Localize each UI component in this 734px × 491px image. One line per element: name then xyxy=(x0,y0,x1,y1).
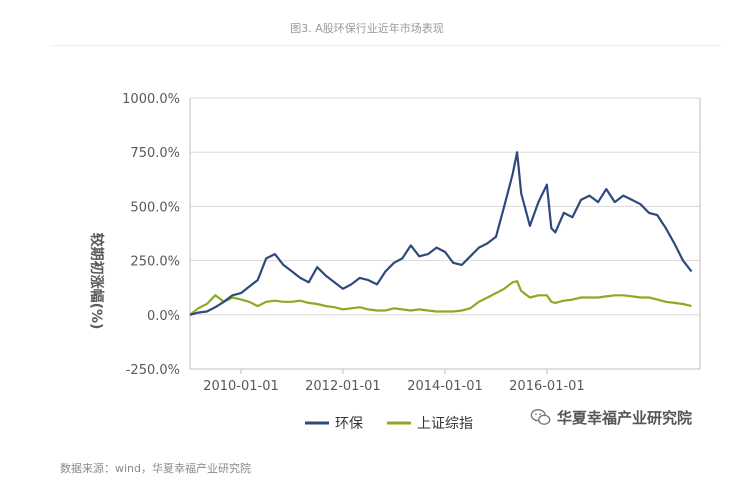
y-tick-label: 500.0% xyxy=(130,200,180,215)
watermark-text: 华夏幸福产业研究院 xyxy=(557,408,693,427)
series-line-1 xyxy=(189,280,692,316)
y-tick-label: 0.0% xyxy=(147,309,180,324)
plot-layer: 1000.0% 750.0% 500.0% 250.0% 0.0% -250.0% 2010… xyxy=(122,92,701,394)
watermark: 华夏幸福产业研究院 xyxy=(530,404,692,430)
chart-panel: 较期初涨幅(%) 1000.0% 750.0% 500.0% 250.0% 0.0% -2… xyxy=(50,45,722,446)
x-tick-label: 2012-01-01 xyxy=(305,379,381,394)
series-line-0 xyxy=(189,151,693,316)
chart-svg: 较期初涨幅(%) 1000.0% 750.0% 500.0% 250.0% 0.0% -2… xyxy=(88,92,701,432)
y-tick-label: 1000.0% xyxy=(122,92,180,107)
y-tick-label: 750.0% xyxy=(130,146,180,161)
legend: 环保 上证综指 xyxy=(305,416,473,432)
x-tick-label: 2014-01-01 xyxy=(407,379,483,394)
wechat-icon xyxy=(530,408,551,425)
y-tick-label: -250.0% xyxy=(126,363,180,378)
y-axis-label: 较期初涨幅(%) xyxy=(88,233,105,330)
source-note: 数据来源：wind，华夏幸福产业研究院 xyxy=(60,462,252,475)
y-tick-label: 250.0% xyxy=(130,255,180,270)
figure-title: 图3. A股环保行业近年市场表现 xyxy=(290,22,444,35)
x-tick-label: 2010-01-01 xyxy=(203,379,279,394)
legend-label: 环保 xyxy=(335,416,363,432)
x-tick-label: 2016-01-01 xyxy=(509,379,585,394)
legend-label: 上证综指 xyxy=(417,416,473,432)
